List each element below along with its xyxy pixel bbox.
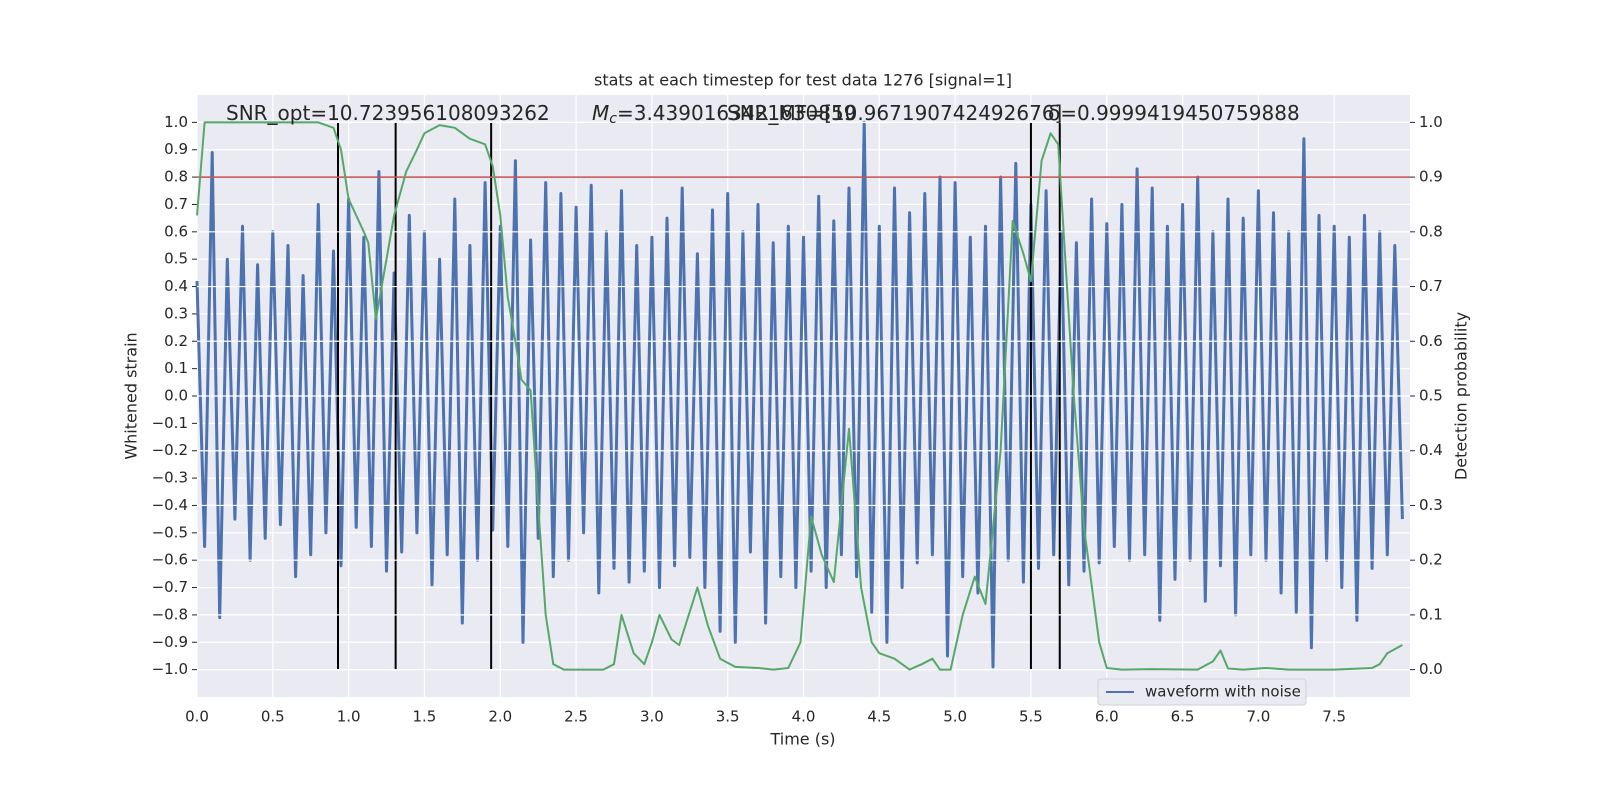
annotation-text: SNR_MF=[10.967190742492676]: [727, 101, 1062, 125]
y2-tick-label: 0.4: [1419, 441, 1443, 459]
y2-tick-label: 0.9: [1419, 168, 1443, 186]
y-tick-label: −0.7: [152, 578, 188, 596]
chart-title: stats at each timestep for test data 127…: [594, 71, 1012, 90]
annotation-text: δ=0.9999419450759888: [1048, 101, 1300, 125]
y2-tick-label: 0.5: [1419, 387, 1443, 405]
y-tick-label: 0.6: [164, 222, 188, 240]
x-tick-label: 3.5: [716, 708, 740, 726]
y-tick-label: 0.0: [164, 387, 188, 405]
annotation-text: SNR_opt=10.723956108093262: [226, 101, 550, 125]
annotation: Mc=3.4390163421630859: [592, 101, 856, 128]
y-tick-label: 0.7: [164, 195, 188, 213]
x-tick-label: 1.0: [337, 708, 361, 726]
y-tick-label: 0.5: [164, 250, 188, 268]
annotation-subscript: c: [609, 111, 617, 127]
y-axis-label: Whitened strain: [122, 332, 141, 459]
annotation: SNR_MF=[10.967190742492676]: [727, 101, 1062, 125]
y-tick-label: 0.9: [164, 140, 188, 158]
y-tick-label: −0.3: [152, 469, 188, 487]
x-tick-label: 6.5: [1171, 708, 1195, 726]
y-tick-label: −0.2: [152, 441, 188, 459]
y-tick-label: −0.5: [152, 523, 188, 541]
y-tick-label: −1.0: [152, 660, 188, 678]
y-tick-label: −0.6: [152, 551, 188, 569]
x-tick-label: 0.0: [185, 708, 209, 726]
x-tick-label: 7.5: [1322, 708, 1346, 726]
x-tick-label: 1.5: [413, 708, 437, 726]
y2-tick-label: 0.0: [1419, 660, 1443, 678]
legend-label: waveform with noise: [1145, 683, 1301, 701]
series-line: [196, 121, 1403, 671]
y2-tick-label: 0.8: [1419, 222, 1443, 240]
y-tick-label: 0.4: [164, 277, 188, 295]
y-tick-label: 1.0: [164, 113, 188, 131]
y-tick-label: 0.2: [164, 332, 188, 350]
y2-tick-label: 0.3: [1419, 496, 1443, 514]
annotation-symbol: M: [592, 101, 609, 125]
y2-tick-label: 0.6: [1419, 332, 1443, 350]
x-tick-label: 5.0: [943, 708, 967, 726]
x-tick-label: 2.5: [564, 708, 588, 726]
series-line: [195, 120, 1404, 669]
x-tick-label: 7.0: [1246, 708, 1270, 726]
y-tick-label: 0.3: [164, 304, 188, 322]
y2-tick-label: 0.2: [1419, 551, 1443, 569]
x-tick-label: 0.5: [261, 708, 285, 726]
y-tick-label: 0.8: [164, 168, 188, 186]
y-tick-label: −0.1: [152, 414, 188, 432]
legend-box: [1097, 678, 1307, 706]
y-tick-label: 0.1: [164, 359, 188, 377]
annotation: δ=0.9999419450759888: [1048, 101, 1300, 125]
x-tick-label: 6.0: [1095, 708, 1119, 726]
annotation-text: =3.4390163421630859: [617, 101, 856, 125]
y2-tick-label: 0.1: [1419, 605, 1443, 623]
x-tick-label: 3.0: [640, 708, 664, 726]
x-axis-label: Time (s): [769, 730, 835, 749]
x-tick-label: 5.5: [1019, 708, 1043, 726]
y2-tick-label: 1.0: [1419, 113, 1443, 131]
y2-tick-label: 0.7: [1419, 277, 1443, 295]
x-tick-label: 2.0: [488, 708, 512, 726]
y-tick-label: −0.4: [152, 496, 188, 514]
x-tick-label: 4.0: [792, 708, 816, 726]
y-tick-label: −0.8: [152, 605, 188, 623]
annotation: SNR_opt=10.723956108093262: [226, 101, 550, 125]
y2-axis-label: Detection probability: [1452, 312, 1471, 480]
x-tick-label: 4.5: [867, 708, 891, 726]
y-tick-label: −0.9: [152, 633, 188, 651]
